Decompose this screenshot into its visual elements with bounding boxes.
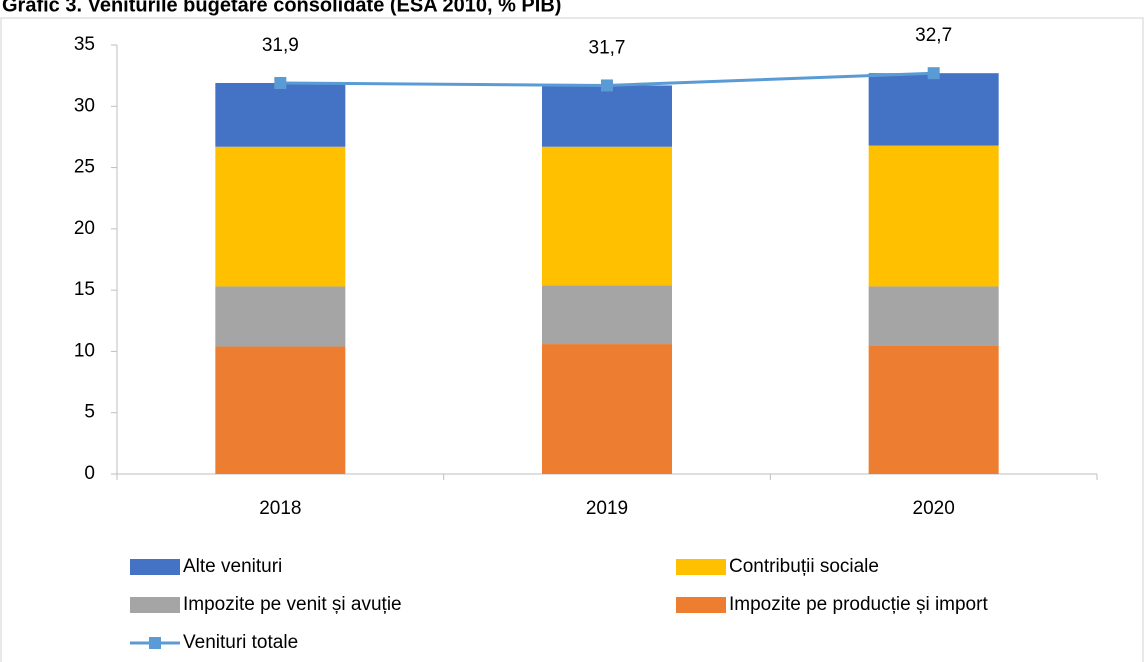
- legend-label: Contribuții sociale: [729, 556, 879, 577]
- legend-label: Impozite pe venit și avuție: [183, 594, 402, 615]
- y-tick-label: 5: [84, 402, 95, 423]
- y-tick-label: 10: [74, 340, 95, 361]
- legend-label: Venituri totale: [183, 632, 298, 653]
- legend-marker: [149, 637, 161, 649]
- bar-segment: [215, 346, 346, 474]
- bar-segment: [542, 344, 672, 474]
- y-tick-label: 20: [74, 218, 95, 239]
- x-tick-label: 2018: [259, 498, 301, 519]
- data-label: 31,7: [589, 37, 626, 58]
- line-marker: [927, 67, 940, 80]
- chart-title: Grafic 3. Veniturile bugetare consolidat…: [2, 0, 561, 16]
- legend-swatch: [676, 559, 726, 575]
- bar-segment: [215, 146, 346, 287]
- legend-swatch: [130, 597, 180, 613]
- bar-segment: [215, 82, 346, 147]
- bar-segment: [868, 286, 999, 346]
- x-tick-label: 2019: [586, 498, 628, 519]
- y-tick-label: 15: [74, 279, 95, 300]
- x-tick-label: 2020: [913, 498, 955, 519]
- y-tick-label: 25: [74, 157, 95, 178]
- legend-label: Alte venituri: [183, 556, 282, 577]
- chart-frame: [0, 17, 1144, 662]
- bar-segment: [215, 286, 346, 347]
- data-label: 31,9: [262, 35, 299, 56]
- y-tick-label: 35: [74, 34, 95, 55]
- y-tick-label: 0: [84, 463, 95, 484]
- bar-segment: [542, 146, 672, 286]
- line-marker: [274, 76, 287, 89]
- y-tick-label: 30: [74, 95, 95, 116]
- bar-segment: [542, 85, 672, 147]
- legend-swatch: [130, 559, 180, 575]
- bar-segment: [868, 73, 999, 146]
- data-label: 32,7: [915, 25, 952, 46]
- bar-segment: [542, 285, 672, 345]
- line-marker: [601, 79, 613, 92]
- bar-segment: [868, 345, 999, 474]
- legend-swatch: [676, 597, 726, 613]
- legend-label: Impozite pe producție și import: [729, 594, 988, 615]
- bar-segment: [868, 145, 999, 287]
